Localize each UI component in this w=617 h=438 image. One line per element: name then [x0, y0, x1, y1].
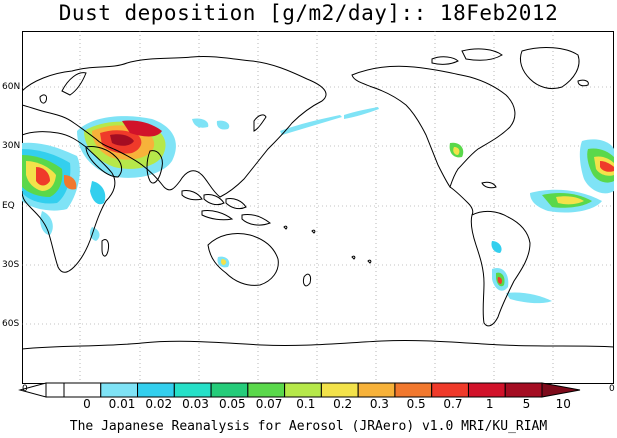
lat-label-60s: 60S	[2, 319, 20, 329]
map-frame	[22, 31, 614, 384]
colorbar-tick-label: 0.1	[296, 397, 316, 411]
world-map-canvas	[22, 31, 614, 384]
colorbar-segment	[284, 382, 322, 398]
colorbar-tick-label: 0.03	[182, 397, 209, 411]
colorbar-segment	[210, 382, 249, 398]
colorbar-segment	[100, 382, 139, 398]
colorbar-tick-label: 0	[83, 397, 91, 411]
colorbar-left-edge-label: 0	[22, 384, 28, 394]
colorbar-tick-label: 0.02	[145, 397, 173, 411]
colorbar-svg	[18, 382, 581, 398]
colorbar-tick-label: 0.5	[406, 397, 426, 411]
colorbar-segment	[504, 382, 543, 398]
colorbar-segment	[247, 382, 286, 398]
lat-label-30n: 30N	[2, 141, 21, 151]
map-title: Dust deposition [g/m2/day]:: 18Feb2012	[58, 1, 559, 25]
colorbar-tick-label: 1	[485, 397, 494, 411]
colorbar-tick-label: 0.2	[333, 397, 353, 411]
colorbar-segment	[45, 382, 65, 398]
colorbar-segment	[137, 382, 175, 398]
colorbar-segment	[431, 382, 469, 398]
colorbar-segment	[467, 382, 506, 398]
lat-label-30s: 30S	[2, 260, 20, 270]
colorbar-right-edge-label: 0	[609, 384, 615, 394]
lat-label-eq: EQ	[2, 201, 15, 211]
colorbar-segment	[357, 382, 396, 398]
colorbar-tick-label: 10	[555, 397, 571, 411]
footer-credit: The Japanese Reanalysis for Aerosol (JRA…	[69, 419, 548, 434]
colorbar-tick-label: 0.05	[218, 397, 246, 411]
colorbar-segment	[173, 382, 212, 398]
coastlines	[22, 47, 614, 350]
colorbar-segment	[63, 382, 102, 398]
colorbar-segment	[394, 382, 433, 398]
colorbar-tick-label: 0.3	[369, 397, 389, 411]
colorbar-over-arrow	[541, 382, 581, 398]
colorbar-tick-label: 5	[522, 397, 531, 411]
lat-label-60n: 60N	[2, 82, 21, 92]
colorbar-tick-label: 0.01	[108, 397, 136, 411]
colorbar	[0, 380, 617, 414]
colorbar-tick-label: 0.7	[443, 397, 463, 411]
colorbar-tick-label: 0.07	[255, 397, 283, 411]
world-map	[22, 31, 614, 384]
colorbar-segment	[320, 382, 359, 398]
dust-shading	[22, 107, 614, 304]
